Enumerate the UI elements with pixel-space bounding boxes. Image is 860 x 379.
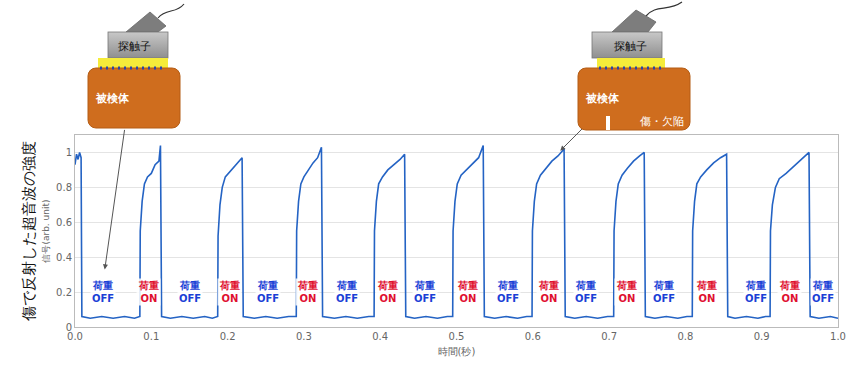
svg-text:荷重OFF: 荷重OFF [179,280,201,304]
svg-text:荷重ON: 荷重ON [457,280,478,304]
svg-text:0: 0 [66,322,72,333]
svg-text:荷重ON: 荷重ON [779,280,800,304]
svg-text:荷重ON: 荷重ON [297,280,318,304]
svg-text:0.3: 0.3 [296,331,312,342]
svg-text:0.8: 0.8 [56,182,72,193]
svg-text:荷重ON: 荷重ON [538,280,559,304]
svg-text:探触子: 探触子 [614,40,647,53]
svg-text:0.2: 0.2 [56,287,72,298]
svg-text:荷重OFF: 荷重OFF [812,280,834,304]
svg-text:荷重ON: 荷重ON [696,280,717,304]
svg-text:0.6: 0.6 [525,331,541,342]
svg-text:0.2: 0.2 [220,331,236,342]
svg-text:被検体: 被検体 [95,92,130,105]
svg-text:0.4: 0.4 [372,331,388,342]
svg-text:荷重ON: 荷重ON [219,280,240,304]
svg-text:0.8: 0.8 [677,331,693,342]
svg-text:荷重OFF: 荷重OFF [336,280,358,304]
svg-text:時間(秒): 時間(秒) [438,346,476,357]
svg-text:荷重OFF: 荷重OFF [257,280,279,304]
svg-text:傷・欠陥: 傷・欠陥 [640,115,684,128]
svg-text:荷重OFF: 荷重OFF [92,280,114,304]
svg-text:探触子: 探触子 [118,40,151,53]
svg-text:0.7: 0.7 [601,331,617,342]
svg-text:0.0: 0.0 [67,331,83,342]
svg-text:荷重OFF: 荷重OFF [414,280,436,304]
svg-text:0.1: 0.1 [143,331,159,342]
svg-text:荷重OFF: 荷重OFF [745,280,767,304]
svg-text:0.6: 0.6 [56,217,72,228]
svg-text:0.5: 0.5 [449,331,465,342]
svg-text:傷で反射した超音波の強度: 傷で反射した超音波の強度 [20,141,38,322]
svg-text:1: 1 [66,147,72,158]
svg-text:荷重ON: 荷重ON [616,280,637,304]
svg-text:信号(arb. unit): 信号(arb. unit) [41,199,51,262]
svg-text:荷重OFF: 荷重OFF [575,280,597,304]
svg-text:荷重ON: 荷重ON [377,280,398,304]
svg-text:1.0: 1.0 [830,331,846,342]
svg-text:荷重ON: 荷重ON [138,280,159,304]
svg-text:荷重OFF: 荷重OFF [653,280,675,304]
svg-text:荷重OFF: 荷重OFF [497,280,519,304]
svg-text:0.4: 0.4 [56,252,72,263]
svg-text:被検体: 被検体 [585,92,620,105]
svg-text:0.9: 0.9 [754,331,770,342]
